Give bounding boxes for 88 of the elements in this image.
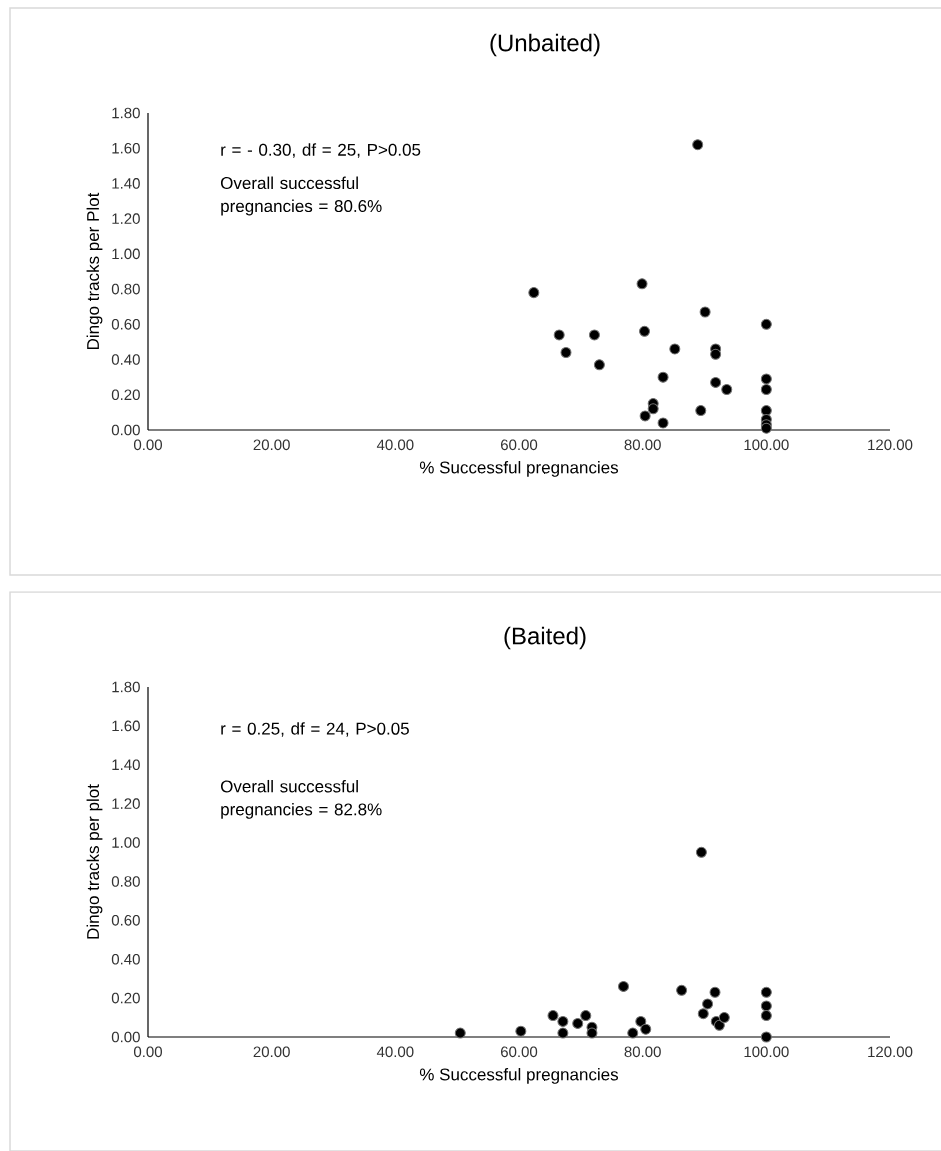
y-tick-label: 1.20 (112, 213, 140, 224)
y-tick-label: 1.80 (112, 681, 140, 693)
point (593, 359, 605, 371)
y-tick-label: 0.80 (111, 876, 140, 887)
annotation: r = - 0.30, df = 25, P>0.05 (221, 143, 421, 158)
point (697, 1008, 709, 1020)
point (647, 403, 659, 415)
x-tick-label: 80.00 (624, 1046, 661, 1058)
point (618, 980, 629, 992)
y-tick-label: 1.40 (112, 759, 140, 771)
x-tick-label: 100.00 (744, 1046, 789, 1058)
point (713, 1019, 725, 1031)
point (560, 347, 572, 359)
point (760, 1010, 772, 1022)
point (695, 846, 707, 858)
point (572, 1017, 584, 1029)
point (760, 318, 772, 330)
point (710, 376, 722, 388)
point (580, 1010, 592, 1022)
y-axis-title: Dingo tracks per plot (86, 784, 103, 939)
point (699, 306, 711, 318)
point (669, 343, 681, 355)
point (695, 405, 707, 417)
point (515, 1025, 527, 1037)
y-tick-label: 0.60 (111, 915, 140, 926)
point (588, 329, 600, 341)
point (640, 1023, 652, 1035)
x-tick-label: 40.00 (376, 439, 414, 451)
x-tick-label: 80.00 (624, 439, 661, 451)
point (702, 998, 714, 1010)
y-tick-label: 0.40 (111, 953, 140, 965)
chart-title: (Baited) (504, 626, 586, 650)
point (635, 1015, 647, 1027)
x-tick-label: 20.00 (253, 439, 290, 451)
y-tick-label: 1.60 (112, 720, 140, 732)
point (627, 1027, 639, 1039)
annotation: r = 0.25, df = 24, P>0.05 (221, 722, 409, 737)
point (710, 348, 722, 360)
point (557, 1027, 569, 1039)
y-tick-label: 1.40 (112, 178, 140, 189)
point (547, 1010, 559, 1022)
y-tick-label: 0.20 (111, 992, 140, 1004)
x-tick-label: 40.00 (376, 1046, 414, 1058)
point (676, 984, 688, 996)
y-tick-label: 0.20 (111, 389, 140, 401)
x-tick-label: 120.00 (868, 1046, 913, 1058)
point (721, 383, 733, 395)
point (760, 373, 772, 385)
y-tick-label: 1.60 (112, 142, 140, 154)
point (454, 1027, 466, 1039)
y-tick-label: 0.60 (111, 319, 140, 330)
x-tick-label: 0.00 (133, 1046, 162, 1058)
point (657, 417, 669, 429)
point (692, 139, 704, 151)
annotation: Overall successful pregnancies = 82.8% (220, 779, 382, 819)
x-tick-label: 120.00 (868, 439, 913, 451)
point (760, 986, 772, 998)
x-tick-label: 0.00 (133, 439, 162, 451)
point (557, 1015, 569, 1027)
y-tick-label: 1.00 (112, 248, 140, 260)
y-tick-label: 1.80 (112, 107, 140, 119)
point (639, 325, 651, 337)
y-tick-label: 1.00 (112, 837, 140, 848)
chart-title: (Unbaited) (490, 33, 600, 57)
x-tick-label: 20.00 (253, 1046, 290, 1058)
annotation: Overall successful pregnancies = 80.6% (220, 176, 382, 216)
y-tick-label: 0.80 (111, 283, 140, 295)
x-tick-label: 60.00 (501, 1046, 538, 1058)
y-tick-label: 0.00 (111, 424, 140, 436)
point (760, 1000, 772, 1012)
point (528, 287, 540, 299)
x-axis-title: % Successful pregnancies (419, 1068, 619, 1084)
point (718, 1012, 730, 1024)
y-axis-title: Dingo tracks per Plot (86, 192, 103, 349)
point (709, 986, 721, 998)
y-tick-label: 1.20 (112, 798, 140, 809)
point (639, 410, 651, 422)
point (553, 329, 565, 341)
point (760, 383, 772, 395)
x-tick-label: 100.00 (744, 439, 789, 451)
y-tick-label: 0.40 (111, 354, 140, 365)
point (586, 1027, 598, 1039)
x-axis-title: % Successful pregnancies (419, 461, 619, 477)
point (760, 1031, 772, 1043)
y-tick-label: 0.00 (111, 1031, 140, 1043)
point (657, 371, 669, 383)
point (636, 278, 648, 290)
x-tick-label: 60.00 (501, 439, 538, 451)
